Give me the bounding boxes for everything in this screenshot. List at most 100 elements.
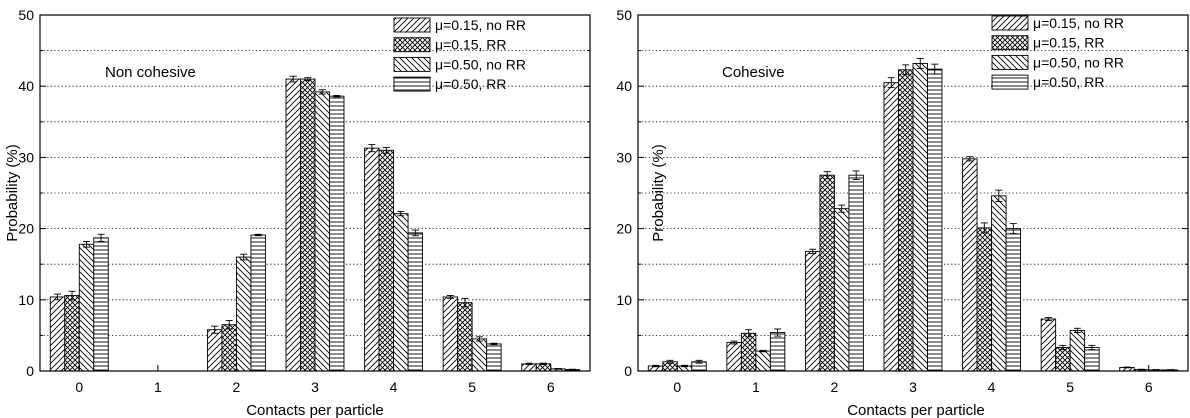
error-bar <box>539 362 547 366</box>
legend-item: μ=0.15, no RR <box>991 15 1124 31</box>
x-tick-label: 2 <box>831 379 839 395</box>
error-bar <box>1088 344 1096 351</box>
bar <box>991 195 1007 372</box>
y-tick-label: 0 <box>624 363 632 379</box>
grid-lines <box>40 50 590 336</box>
x-tick-label: 6 <box>547 379 555 395</box>
bar <box>833 208 850 372</box>
legend-item: μ=0.50, no RR <box>393 56 526 72</box>
bar <box>250 234 266 372</box>
error-bar <box>759 349 767 353</box>
bar <box>206 329 223 372</box>
bar <box>407 232 424 372</box>
grid-lines <box>638 50 1188 336</box>
bar <box>442 296 459 372</box>
error-bar <box>666 359 674 364</box>
error-bar <box>68 290 76 301</box>
legend-swatch <box>393 17 431 33</box>
bar <box>300 78 316 372</box>
bar <box>912 62 928 372</box>
error-bar <box>745 329 753 338</box>
y-tick-label: 10 <box>616 292 632 308</box>
y-tick-label: 30 <box>616 149 632 165</box>
x-tick-label: 3 <box>311 379 319 395</box>
bar <box>726 342 742 372</box>
error-bar <box>916 57 924 69</box>
legend-item: μ=0.15, RR <box>991 35 1105 51</box>
legend-label: μ=0.15, RR <box>1033 35 1105 51</box>
error-bar <box>838 204 846 213</box>
legend: μ=0.15, no RR μ=0.15, RR μ=0.50, no RR μ=0.… <box>393 17 526 92</box>
error-bar <box>382 146 390 154</box>
x-tick-label: 2 <box>233 379 241 395</box>
x-tick-label: 1 <box>154 379 162 395</box>
error-bar <box>318 89 326 95</box>
error-bar <box>240 253 248 261</box>
y-tick-label: 30 <box>18 149 34 165</box>
error-bar <box>397 211 405 217</box>
error-bar <box>1009 223 1017 235</box>
y-tick-label: 0 <box>26 363 34 379</box>
bars <box>49 75 581 372</box>
error-bar <box>980 222 988 234</box>
y-tick-label: 20 <box>18 221 34 237</box>
legend-item: μ=0.50, RR <box>393 76 507 92</box>
x-tick-label: 6 <box>1145 379 1153 395</box>
y-tick-label: 40 <box>18 78 34 94</box>
legend: μ=0.15, no RR μ=0.15, RR μ=0.50, no RR μ=0.… <box>991 15 1124 90</box>
bar <box>393 213 409 372</box>
error-bar <box>695 359 703 364</box>
legend-label: μ=0.15, RR <box>435 37 507 53</box>
chart-panel-non-cohesive: 0 10 20 30 40 50 0 1 2 3 4 5 6 Non cohesive Contacts… <box>4 7 591 418</box>
x-tick-label: 3 <box>909 379 917 395</box>
error-bar <box>902 64 910 76</box>
error-bar <box>554 368 562 370</box>
x-tick-label: 0 <box>673 379 681 395</box>
x-tick-label: 1 <box>752 379 760 395</box>
error-bar <box>1044 317 1052 321</box>
bar <box>769 332 786 372</box>
bar <box>883 82 899 372</box>
error-bar <box>809 248 817 254</box>
panel-annotation: Cohesive <box>722 64 785 81</box>
y-axis-title: Probability (%) <box>4 144 21 242</box>
bar <box>740 332 757 372</box>
legend-item: μ=0.50, RR <box>991 74 1105 90</box>
bar <box>285 78 301 372</box>
error-bar <box>461 297 469 308</box>
bar <box>486 343 502 372</box>
panel-annotation: Non cohesive <box>105 64 196 81</box>
legend-swatch <box>393 76 431 92</box>
error-bar <box>652 364 660 368</box>
error-bar <box>490 342 498 346</box>
bar <box>471 338 488 372</box>
x-axis-title: Contacts per particle <box>847 402 985 418</box>
legend-item: μ=0.15, no RR <box>393 17 526 33</box>
error-bar <box>368 144 376 153</box>
error-bar <box>1073 327 1081 334</box>
bar <box>848 174 864 372</box>
x-axis-title: Contacts per particle <box>246 402 384 418</box>
bar <box>1040 318 1057 372</box>
legend-label: μ=0.50, no RR <box>1033 54 1124 70</box>
error-bar <box>1123 366 1131 369</box>
legend-item: μ=0.15, RR <box>393 37 507 53</box>
error-bar <box>304 77 312 81</box>
error-bar <box>887 77 895 89</box>
y-tick-label: 20 <box>616 221 632 237</box>
error-bar <box>568 368 576 371</box>
bar <box>221 324 237 372</box>
bar <box>93 237 109 372</box>
axes <box>39 14 591 372</box>
error-bar <box>254 233 262 237</box>
legend-label: μ=0.15, no RR <box>1033 15 1124 31</box>
legend-swatch <box>393 56 431 72</box>
bar <box>898 69 914 372</box>
tick-labels: 0 10 20 30 40 50 0 1 2 3 4 5 6 <box>616 7 1152 395</box>
legend-swatch <box>991 74 1029 90</box>
bar <box>314 91 330 372</box>
bar <box>378 149 395 372</box>
y-tick-label: 40 <box>616 78 632 94</box>
legend-swatch <box>991 54 1029 70</box>
